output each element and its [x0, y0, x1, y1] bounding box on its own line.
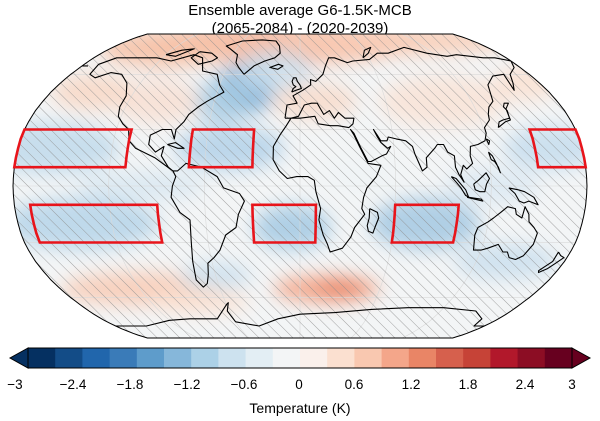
colorbar-cell	[28, 348, 56, 368]
colorbar-cell	[490, 348, 519, 368]
colorbar-tick-label: −0.6	[230, 377, 258, 392]
title-line-2: (2065-2084) - (2020-2039)	[211, 20, 389, 37]
colorbar-cell	[245, 348, 274, 368]
colorbar-tick-label: −2.4	[59, 377, 87, 392]
colorbar-cell	[544, 348, 573, 368]
colorbar-tick-label: 0.6	[344, 377, 364, 392]
coastline	[89, 54, 225, 172]
colorbar-tick-label: 1.8	[458, 377, 478, 392]
coastline	[165, 48, 195, 57]
colorbar-cell	[300, 348, 328, 368]
coastline	[115, 302, 485, 327]
coastline	[487, 151, 501, 174]
coastline	[291, 77, 302, 93]
mcb-region-box	[390, 203, 461, 244]
coastline	[497, 102, 511, 129]
coastline	[450, 176, 470, 198]
mcb-regions	[12, 128, 588, 244]
colorbar-max-arrow	[571, 347, 592, 369]
colorbar-tick-label: 2.4	[515, 377, 535, 392]
coastline	[170, 162, 245, 288]
colorbar-cell	[218, 348, 247, 368]
colorbar-cell	[381, 348, 410, 368]
colorbar-cell	[82, 348, 111, 368]
colorbar-tick-label: −1.8	[116, 377, 144, 392]
colorbar-tick-label: −1.2	[173, 377, 201, 392]
colorbar-cell	[408, 348, 437, 368]
mcb-region-box	[527, 128, 588, 169]
colorbar-cell	[55, 348, 83, 368]
colorbar-cell	[272, 348, 301, 368]
colorbar-cell	[436, 348, 464, 368]
coastline	[366, 208, 380, 234]
colorbar-cell	[164, 348, 192, 368]
title-line-1: Ensemble average G6-1.5K-MCB	[188, 2, 412, 19]
colorbar-tick-label: −3	[7, 377, 23, 392]
coastline	[272, 60, 515, 253]
coastline	[190, 51, 219, 65]
colorbar-frame	[27, 347, 573, 369]
colorbar-cell	[354, 348, 383, 368]
coastline	[167, 142, 185, 149]
colorbar-cell	[136, 348, 165, 368]
coastline	[508, 187, 539, 206]
colorbar-cell	[517, 348, 546, 368]
coastlines	[82, 39, 565, 327]
coastline	[225, 39, 281, 75]
mcb-region-box	[12, 128, 134, 169]
coastline	[472, 206, 538, 261]
mcb-region-box	[251, 203, 318, 244]
colorbar-cell	[463, 348, 491, 368]
colorbar-tick-label: 3	[568, 377, 576, 392]
colorbar-cell	[109, 348, 138, 368]
coastline	[485, 138, 491, 146]
coastline	[466, 196, 484, 202]
colorbar-tick-label: 0	[295, 377, 303, 392]
coastline	[473, 172, 491, 193]
coastline	[284, 46, 512, 119]
coastline	[269, 63, 284, 70]
colorbar-label: Temperature (K)	[249, 400, 351, 416]
colorbar-tick-label: 1.2	[401, 377, 421, 392]
colorbar-cell	[191, 348, 219, 368]
colorbar-min-arrow	[8, 347, 29, 369]
coastline	[362, 46, 372, 59]
coastline	[537, 251, 565, 274]
mcb-region-box	[187, 128, 256, 169]
mcb-region-box	[28, 203, 164, 244]
colorbar-cell	[327, 348, 355, 368]
